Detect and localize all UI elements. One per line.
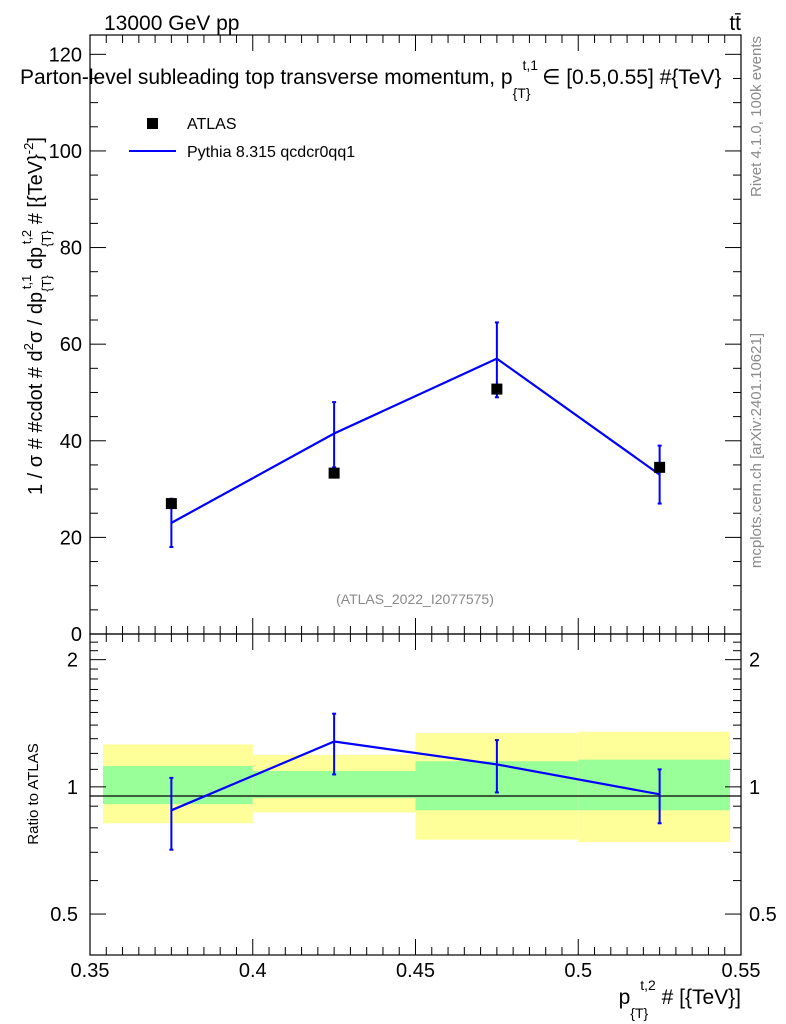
- ylabel-part-d-sup: t,1: [19, 275, 34, 289]
- ratio-bands: [103, 731, 730, 843]
- legend: ATLAS Pythia 8.315 qcdcr0qq1: [129, 116, 355, 161]
- main-panel: 0 20 40 60 80 100 120 Parton-level subleading …: [19, 34, 742, 646]
- ylabel-part-c: σ / dp: [25, 292, 47, 343]
- atlas-marker: [654, 461, 666, 473]
- main-ylabel: 1 / σ # #cdot # d2σ / dp{T}t,1 dp{T}t,2 …: [19, 137, 54, 495]
- ratio-frame: [89, 633, 742, 956]
- ratio-ylabel: Ratio to ATLAS: [25, 743, 42, 844]
- ratio-band-inner: [103, 766, 253, 805]
- ratio-ytick-label-right: 1: [749, 777, 760, 799]
- ratio-xtick-label: 0.5: [564, 960, 592, 982]
- ratio-line: [170, 740, 660, 812]
- legend-pythia-label: Pythia 8.315 qcdcr0qq1: [187, 144, 355, 161]
- xlabel-part-b: # [{TeV}]: [656, 986, 741, 1009]
- main-data: [165, 321, 666, 549]
- main-ytick-label: 20: [60, 527, 82, 549]
- xlabel-part-a: p: [619, 986, 631, 1009]
- main-ytick-label: 80: [60, 238, 82, 260]
- ratio-data: [169, 712, 662, 851]
- atlas-marker: [328, 467, 340, 479]
- ylabel-part-f-sup: t,2: [19, 230, 34, 244]
- ylabel-part-f-sub: {T}: [39, 230, 54, 247]
- main-ytick-label: 40: [60, 431, 82, 453]
- title-sub: {T}: [513, 85, 531, 101]
- pythia-line: [170, 357, 661, 524]
- ratio-xlabel: p{T} t,2 # [{TeV}]: [619, 977, 741, 1021]
- title-tail: ∈ [0.5,0.55] #{TeV}: [542, 66, 721, 89]
- ratio-axis-ticks: 0.5 0.5 1 1 2 2 0.35 0.4 0.45 0.5 0.55: [50, 634, 777, 982]
- ratio-band-inner: [578, 759, 730, 811]
- atlas-marker: [491, 383, 503, 395]
- ylabel-part-g: # [{TeV}: [25, 154, 47, 230]
- legend-atlas-label: ATLAS: [187, 116, 237, 133]
- ratio-xtick-label: 0.55: [722, 960, 761, 982]
- mcplots-label: mcplots.cern.ch [arXiv:2401.10621]: [748, 333, 765, 568]
- ratio-ytick-label: 1: [67, 777, 78, 799]
- ratio-xtick-label: 0.35: [71, 960, 110, 982]
- ratio-band-inner: [252, 771, 416, 799]
- process-label: tt̄: [729, 12, 741, 35]
- chart-title: Parton-level subleading top transverse m…: [20, 57, 722, 101]
- atlas-marker: [165, 498, 177, 510]
- ylabel-part-g-sup: -2: [21, 143, 36, 155]
- ratio-ytick-label: 0.5: [50, 904, 78, 926]
- ylabel-part-b: 2: [21, 343, 36, 350]
- ratio-ytick-label-right: 2: [749, 650, 760, 672]
- ratio-panel: 0.5 0.5 1 1 2 2 0.35 0.4 0.45 0.5 0.55 Ratio to AT…: [25, 633, 777, 1021]
- energy-label: 13000 GeV pp: [104, 12, 239, 35]
- main-ytick-label: 60: [60, 334, 82, 356]
- legend-atlas-marker: [147, 118, 158, 129]
- main-axis-ticks: 0 20 40 60 80 100 120: [49, 35, 742, 646]
- ylabel-part-d-sub: {T}: [39, 275, 54, 292]
- ratio-ytick-label-right: 0.5: [749, 904, 777, 926]
- ratio-ytick-label: 2: [67, 650, 78, 672]
- main-ytick-label: 120: [49, 44, 82, 66]
- ratio-xtick-label: 0.4: [239, 960, 267, 982]
- ylabel-part-h: ]: [25, 137, 47, 143]
- analysis-watermark: (ATLAS_2022_I2077575): [336, 591, 494, 607]
- rivet-label: Rivet 4.1.0, 100k events: [748, 36, 765, 197]
- main-ytick-label: 100: [49, 141, 82, 163]
- xlabel-part-sup: t,2: [640, 977, 656, 993]
- title-sup: t,1: [523, 57, 539, 73]
- main-ytick-label: 0: [71, 624, 82, 646]
- xlabel-part-sub: {T}: [630, 1005, 648, 1021]
- title-lead: Parton-level subleading top transverse m…: [20, 66, 513, 89]
- ylabel-part-a: 1 / σ # #cdot # d: [25, 350, 47, 495]
- ylabel-part-e: dp: [25, 247, 47, 275]
- ratio-xtick-label: 0.45: [396, 960, 435, 982]
